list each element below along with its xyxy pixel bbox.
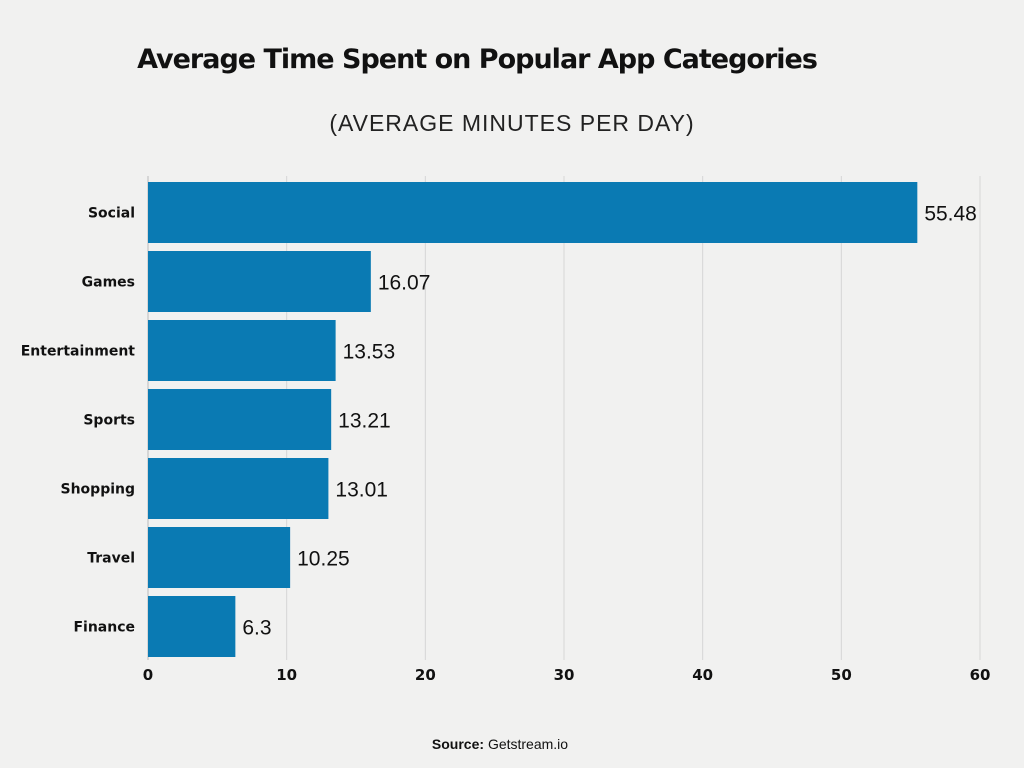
category-label: Sports xyxy=(83,413,135,429)
category-label: Travel xyxy=(87,551,135,567)
x-tick-label: 20 xyxy=(415,666,436,684)
category-label: Entertainment xyxy=(21,344,136,360)
category-label: Games xyxy=(82,275,135,291)
category-label: Social xyxy=(88,206,135,222)
x-tick-label: 30 xyxy=(554,666,575,684)
data-label: 10.25 xyxy=(297,548,350,571)
bar-shopping xyxy=(148,458,329,519)
x-tick-label: 40 xyxy=(692,666,713,684)
data-label: 6.3 xyxy=(242,617,271,640)
bar-travel xyxy=(148,527,291,588)
data-label: 13.01 xyxy=(335,479,388,502)
bar-social xyxy=(148,182,918,243)
data-label: 13.53 xyxy=(343,341,396,364)
data-label: 55.48 xyxy=(924,203,977,226)
data-label: 13.21 xyxy=(338,410,391,433)
chart-title: Average Time Spent on Popular App Catego… xyxy=(137,44,818,75)
bar-games xyxy=(148,251,371,312)
source-label: Source: xyxy=(431,736,485,752)
bar-sports xyxy=(148,389,332,450)
x-tick-label: 10 xyxy=(276,666,297,684)
chart-subtitle: (AVERAGE MINUTES PER DAY) xyxy=(329,110,695,136)
bar-entertainment xyxy=(148,320,336,381)
category-label: Finance xyxy=(73,620,135,636)
x-tick-label: 60 xyxy=(970,666,991,684)
bar-finance xyxy=(148,596,236,657)
source-text: Getstream.io xyxy=(487,736,569,752)
x-tick-label: 0 xyxy=(143,666,153,684)
source-note: Source: Getstream.io xyxy=(0,736,1000,752)
data-label: 16.07 xyxy=(378,272,431,295)
x-tick-label: 50 xyxy=(831,666,852,684)
category-label: Shopping xyxy=(61,482,136,498)
